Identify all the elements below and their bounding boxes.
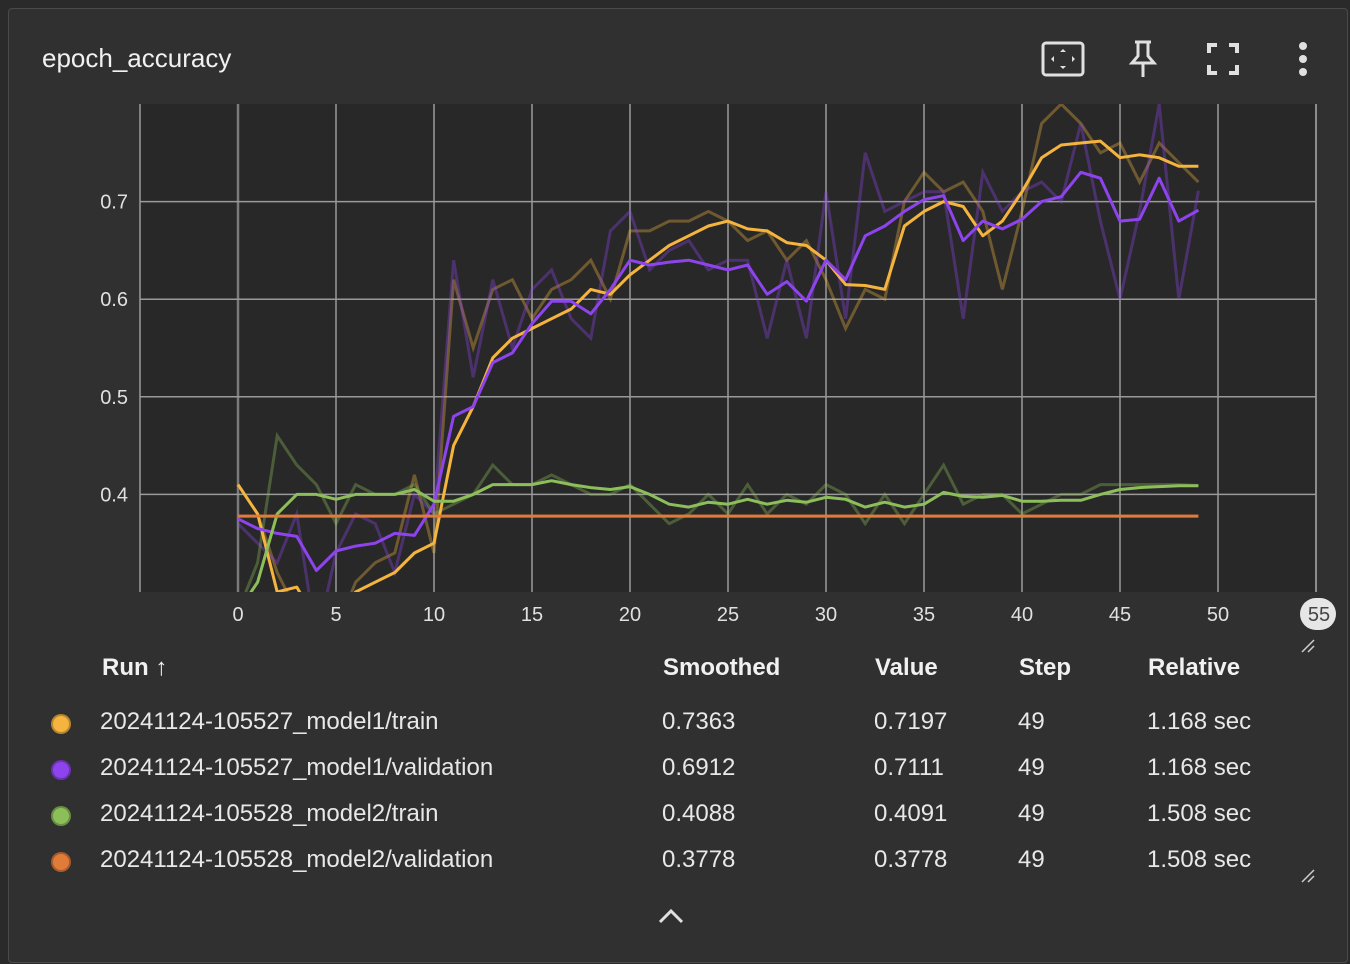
chart-resize-handle[interactable]	[1300, 638, 1316, 654]
series-smoothed-line-0	[236, 139, 1199, 592]
y-tick-label: 0.5	[100, 387, 128, 409]
collapse-button[interactable]	[655, 900, 687, 932]
column-header-smoothed[interactable]: Smoothed	[663, 654, 781, 681]
more-vert-icon	[1299, 42, 1307, 76]
x-tick-highlight	[1300, 598, 1336, 630]
x-tick-label: 0	[232, 604, 243, 626]
table-resize-handle[interactable]	[1300, 868, 1316, 884]
column-header-relative[interactable]: Relative	[1148, 654, 1241, 681]
series-smoothed-line-2	[249, 479, 1199, 592]
cell-value: 0.4091	[874, 800, 948, 827]
x-tick-label: 10	[423, 604, 445, 626]
cell-relative: 1.168 sec	[1147, 708, 1252, 735]
x-tick-label: 55	[1308, 604, 1330, 626]
cell-smoothed: 0.7363	[662, 708, 736, 735]
run-row[interactable]: 20241124-105528_model2/validation 0.3778 0…	[0, 846, 1340, 890]
cell-smoothed: 0.6912	[662, 754, 736, 781]
series-raw-line-0	[236, 104, 1200, 592]
y-tick-label: 0.4	[100, 484, 128, 506]
cell-value: 0.7111	[874, 754, 944, 781]
x-tick-label: 35	[913, 604, 935, 626]
run-row[interactable]: 20241124-105528_model2/train 0.4088 0.4091…	[0, 800, 1340, 844]
cell-relative: 1.168 sec	[1147, 754, 1252, 781]
run-color-swatch[interactable]	[51, 714, 71, 734]
cell-relative: 1.508 sec	[1147, 800, 1252, 827]
x-tick-label: 15	[521, 604, 543, 626]
run-color-swatch[interactable]	[51, 852, 71, 872]
fit-domain-button[interactable]	[1041, 37, 1085, 81]
pin-icon	[1128, 40, 1158, 77]
series-raw-line-1	[236, 104, 1200, 592]
fit-domain-icon	[1041, 41, 1085, 77]
x-tick-label: 40	[1011, 604, 1033, 626]
cell-smoothed: 0.3778	[662, 846, 736, 873]
x-tick-label: 50	[1207, 604, 1229, 626]
cell-step: 49	[1018, 754, 1045, 781]
column-header-run[interactable]: Run ↑	[102, 654, 168, 681]
cell-run: 20241124-105528_model2/validation	[100, 846, 494, 873]
cell-step: 49	[1018, 800, 1045, 827]
chevron-up-icon	[658, 908, 684, 924]
cell-value: 0.3778	[874, 846, 948, 873]
y-tick-label: 0.7	[100, 192, 128, 214]
series-smoothed-line-1	[237, 170, 1200, 572]
x-tick-label: 5	[330, 604, 341, 626]
line-chart[interactable]: 0.4 0.5 0.6 0.7 0 5 10 15 20 25 30 35 40 45 50 55	[0, 0, 1350, 650]
x-tick-label: 25	[717, 604, 739, 626]
cell-step: 49	[1018, 708, 1045, 735]
cell-smoothed: 0.4088	[662, 800, 736, 827]
pin-button[interactable]	[1121, 37, 1165, 81]
fullscreen-icon	[1207, 43, 1239, 75]
run-row[interactable]: 20241124-105527_model1/train 0.7363 0.7197…	[0, 708, 1340, 752]
x-tick-label: 45	[1109, 604, 1131, 626]
cell-value: 0.7197	[874, 708, 948, 735]
cell-run: 20241124-105527_model1/train	[100, 708, 439, 735]
run-color-swatch[interactable]	[51, 806, 71, 826]
cell-step: 49	[1018, 846, 1045, 873]
more-options-button[interactable]	[1281, 37, 1325, 81]
cell-relative: 1.508 sec	[1147, 846, 1252, 873]
run-color-swatch[interactable]	[51, 760, 71, 780]
cell-run: 20241124-105527_model1/validation	[100, 754, 494, 781]
x-tick-label: 30	[815, 604, 837, 626]
resize-handle-icon	[1301, 869, 1315, 883]
run-row[interactable]: 20241124-105527_model1/validation 0.6912 0…	[0, 754, 1340, 798]
x-tick-label: 20	[619, 604, 641, 626]
fullscreen-button[interactable]	[1201, 37, 1245, 81]
y-tick-label: 0.6	[100, 289, 128, 311]
card-title: epoch_accuracy	[42, 43, 232, 73]
column-header-value[interactable]: Value	[875, 654, 938, 681]
resize-handle-icon	[1301, 639, 1315, 653]
cell-run: 20241124-105528_model2/train	[100, 800, 439, 827]
series-group	[236, 104, 1200, 592]
column-header-step[interactable]: Step	[1019, 654, 1072, 681]
